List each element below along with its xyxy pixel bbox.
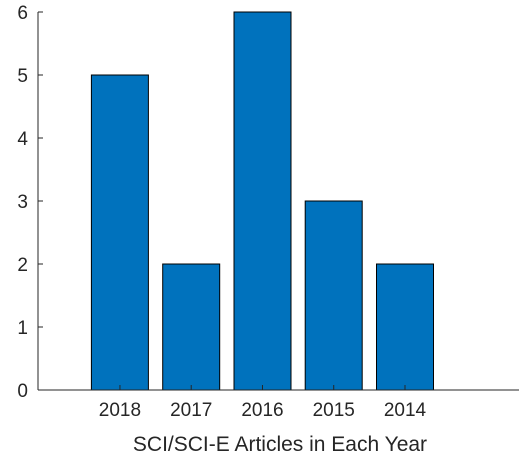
x-axis-label: SCI/SCI-E Articles in Each Year: [133, 433, 427, 456]
x-tick-label: 2017: [170, 400, 212, 421]
x-tick-label: 2016: [241, 400, 283, 421]
y-tick-label: 3: [17, 192, 28, 213]
bars-layer: [90, 11, 434, 391]
x-tick-label: 2015: [313, 400, 355, 421]
y-tick-label: 4: [17, 129, 28, 150]
ticks-layer: 0 1 2 3 4 5 6 2018 2017 2016 2015 2014: [17, 3, 426, 421]
y-tick-label: 1: [17, 318, 28, 339]
bar-2018: [90, 74, 149, 391]
bar-2017: [162, 263, 221, 391]
bar-2014: [376, 263, 434, 391]
bar-2016: [233, 11, 292, 391]
y-tick-label: 0: [17, 381, 28, 402]
x-tick-label: 2018: [99, 400, 141, 421]
bar-2015: [304, 200, 363, 391]
y-tick-label: 2: [17, 255, 28, 276]
y-tick-label: 6: [17, 3, 28, 24]
y-tick-label: 5: [17, 66, 28, 87]
x-tick-label: 2014: [384, 400, 427, 421]
